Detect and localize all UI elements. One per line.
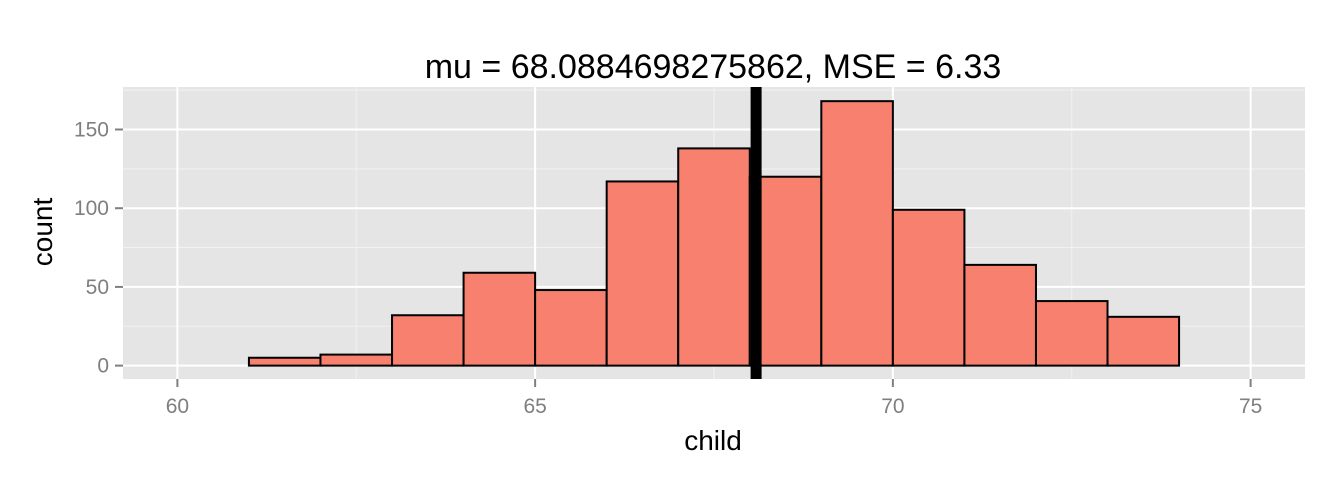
histogram-bar-2: [319, 353, 394, 367]
histogram-bar-10: [891, 208, 966, 367]
histogram-bar-11: [963, 263, 1037, 367]
x-tick-label: 65: [523, 395, 546, 418]
histogram-bars: [247, 100, 1181, 367]
histogram-bar-13: [1106, 315, 1181, 367]
chart-title: mu = 68.0884698275862, MSE = 6.33: [425, 48, 1002, 86]
x-tick-label: 75: [1239, 395, 1262, 418]
histogram-bar-9: [820, 100, 894, 367]
y-tick-label: 50: [86, 276, 109, 299]
histogram-bar-3: [391, 314, 465, 367]
histogram-bar-12: [1034, 300, 1109, 367]
x-axis-label: child: [684, 425, 742, 456]
y-tick-label: 100: [74, 197, 109, 220]
x-tick-label: 70: [881, 395, 904, 418]
y-tick-label: 150: [74, 119, 109, 142]
histogram-bar-8: [748, 175, 823, 367]
histogram-bar-6: [605, 180, 680, 367]
axis-ticks: 60 65 70 75 0 50 100 150: [74, 119, 1262, 418]
histogram-bar-4: [462, 271, 537, 367]
histogram-bar-1: [247, 356, 322, 367]
x-tick-label: 60: [166, 395, 189, 418]
y-axis-label: count: [27, 198, 58, 267]
histogram-bar-7: [677, 147, 751, 367]
y-tick-label: 0: [97, 355, 109, 378]
histogram-bar-5: [534, 289, 608, 367]
